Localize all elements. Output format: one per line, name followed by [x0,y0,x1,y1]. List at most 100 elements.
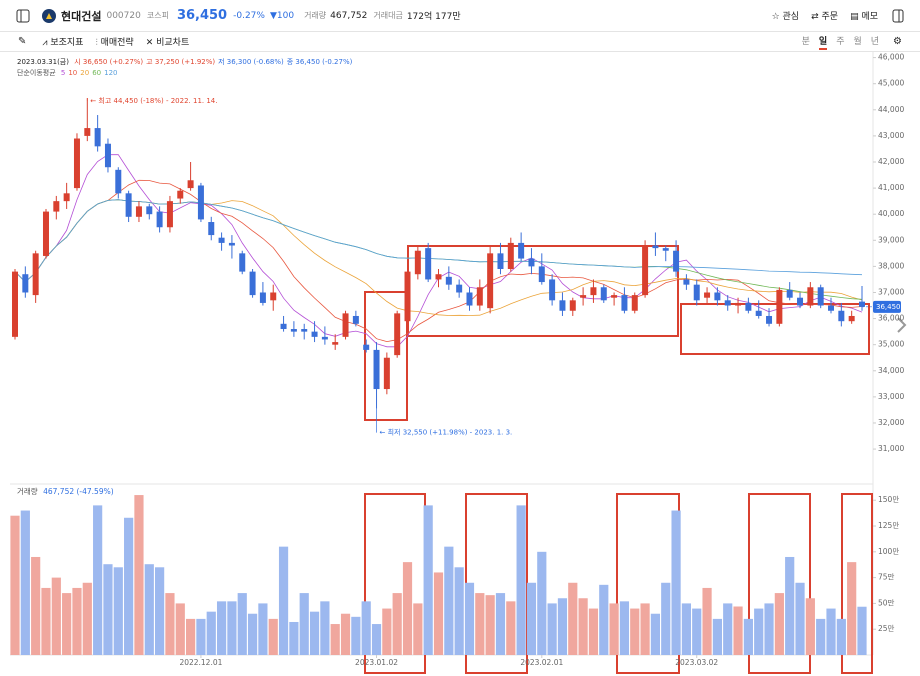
candle-body [683,279,690,285]
volume-summary: 467,752 (-47.59%) [43,487,114,496]
price: 36,450 [176,8,228,23]
ohlc-value: 종 36,450 (-0.27%) [286,58,353,66]
period-tab[interactable]: 월 [853,36,862,47]
volume-bar [588,608,599,655]
action-watch[interactable]: ☆ 관심 [771,12,800,22]
volume-bar [93,505,103,655]
volume-bar [72,587,82,655]
candle-body [838,310,845,322]
tool[interactable]: ✕ 비교차트 [145,38,190,48]
y-tick-label: 44,000 [878,105,904,114]
candle-body [673,250,680,272]
y-tick-label: 41,000 [878,183,904,192]
candle-body [466,292,473,306]
volume-bar [82,582,92,655]
volume-bar [712,618,722,655]
volume-bar [547,603,557,655]
candle-body [228,242,235,246]
volume-bar [661,582,671,655]
volume-bar [299,593,309,655]
volume-bar [805,598,815,655]
volume-bar [402,562,413,655]
volume-title: 거래량 [17,487,38,496]
y-tick-label: 33,000 [878,392,904,401]
candle-body [611,295,618,298]
volume-tick-label: 125만 [878,521,899,530]
volume-tick-label: 50만 [878,598,895,607]
candle-body [342,313,349,337]
y-tick-label: 46,000 [878,53,904,62]
candle-body [693,284,700,301]
sidebar-icon[interactable] [16,9,30,23]
candle-body [549,279,556,301]
volume-bar [268,618,278,655]
volume-tick-label: 25만 [878,624,895,633]
moving-average [14,199,863,316]
tool[interactable]: ⫶ 매매전략 [95,38,134,48]
action-memo[interactable]: ▤ 메모 [850,12,878,22]
candle-body [786,289,793,298]
settings-icon[interactable]: ⚙ [893,36,902,47]
period-tab[interactable]: 일 [818,34,828,50]
ma-legend: 단순이동평균 5 10 20 60 120 [17,68,117,78]
volume-tick-label: 75만 [878,573,895,582]
tool-label: 매매전략 [100,38,134,48]
period-tab[interactable]: 분 [801,36,810,47]
highlight-box [748,493,811,674]
change: ▼100 [269,10,295,21]
volume-bar [640,603,650,655]
candle-body [135,206,142,217]
volume-bar [444,546,454,655]
volume-bar [692,608,702,655]
volume-bar [836,618,846,655]
volume-bar [754,608,764,655]
volume-bar [340,613,351,655]
volume-bar [62,593,72,655]
candle-body [848,315,855,322]
y-tick-label: 37,000 [878,287,904,296]
volume-bar [537,551,547,655]
volume-bar [423,505,433,655]
ohlc-value: 저 36,300 (-0.68%) [218,58,284,66]
volume-bar [743,618,753,655]
logo [42,8,56,23]
volume-bar [309,611,320,655]
y-tick-label: 39,000 [878,235,904,244]
period-tab[interactable]: 주 [836,36,845,47]
period-tab[interactable]: 년 [870,36,880,47]
highlight-box [680,303,870,355]
y-tick-label: 32,000 [878,418,904,427]
volume-bar [650,613,661,655]
candle-body [321,336,328,340]
candle-body [94,128,101,147]
candle-body [270,292,277,301]
amount-label: 거래대금 [373,11,403,20]
volume-bar [485,595,495,655]
candle-body [53,201,60,212]
action-order[interactable]: ⇄ 주문 [811,12,839,22]
volume-bar [361,601,371,655]
volume-bar [454,567,464,655]
action-label: 주문 [821,12,839,22]
volume-bar [723,603,733,655]
volume-bar [619,601,630,655]
volume-bar [826,608,836,655]
candle-body [662,248,669,251]
date: 2023.03.31(금) [17,58,69,66]
annotation: ← 최저 32,550 (+11.98%) - 2023. 1. 3. [380,428,513,437]
draw-icon[interactable]: ✎ [18,36,27,47]
tool[interactable]: ⩘ 보조지표 [42,38,84,48]
candle-body [518,242,525,259]
y-tick-label: 38,000 [878,261,904,270]
candle-body [394,313,401,356]
volume-bar [206,611,216,655]
panel-icon[interactable] [892,9,904,23]
ma-period: 20 [80,69,90,77]
scroll-arrow[interactable] [897,317,907,333]
candle-body [239,253,246,272]
last-price-label: 36,450 [876,303,901,311]
candle-body [363,344,370,350]
volume-bar [733,606,743,655]
volume-bar [113,567,123,655]
volume-bar [630,608,640,655]
